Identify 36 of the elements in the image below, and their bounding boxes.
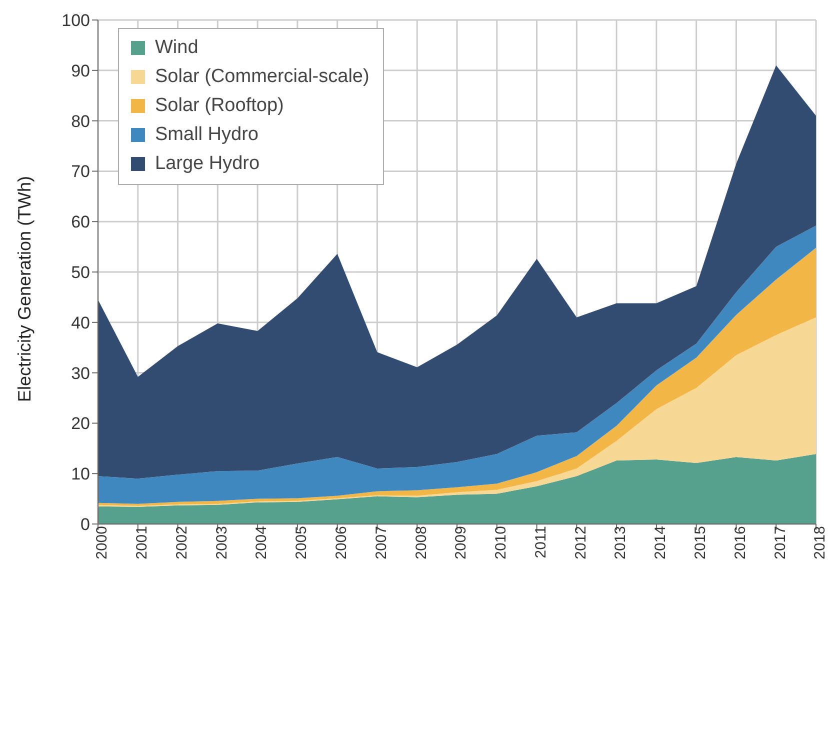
y-tick-label: 50 [71,263,90,282]
legend-label: Solar (Commercial-scale) [155,65,370,89]
x-tick-label: 2008 [412,526,430,560]
y-tick-label: 100 [62,11,90,30]
y-tick-label: 10 [71,464,90,484]
legend-label: Wind [155,36,198,60]
x-tick-label: 2006 [332,526,350,560]
x-tick-label: 2007 [372,526,390,560]
legend-label: Large Hydro [155,152,260,176]
y-tick-label: 90 [71,61,90,80]
y-tick-label: 80 [71,112,90,131]
x-tick-label: 2013 [612,526,630,560]
x-tick-label: 2009 [452,526,470,560]
y-axis-title: Electricity Generation (TWh) [14,176,34,402]
x-tick-label: 2005 [293,526,310,560]
x-tick-label: 2003 [213,526,230,560]
x-tick-label: 2001 [134,526,151,560]
y-tick-label: 20 [71,414,90,434]
x-tick-label: 2016 [732,526,749,560]
y-tick-label: 60 [71,212,90,232]
x-tick-label: 2012 [572,526,590,560]
legend-label: Small Hydro [155,123,258,147]
x-tick-label: 2015 [692,526,709,560]
x-tick-label: 2014 [652,526,670,560]
y-tick-label: 40 [71,313,90,332]
y-tick-label: 30 [71,364,90,383]
x-tick-label: 2018 [812,526,829,560]
x-tick-label: 2017 [772,526,789,560]
x-tick-label: 2004 [253,526,270,560]
y-tick-label: 0 [80,515,90,534]
x-tick-label: 2011 [532,526,550,558]
x-tick-label: 2000 [94,526,111,560]
x-tick-label: 2010 [492,526,510,560]
x-tick-label: 2002 [173,526,190,560]
y-tick-label: 70 [71,162,90,182]
legend-label: Solar (Rooftop) [155,94,284,118]
